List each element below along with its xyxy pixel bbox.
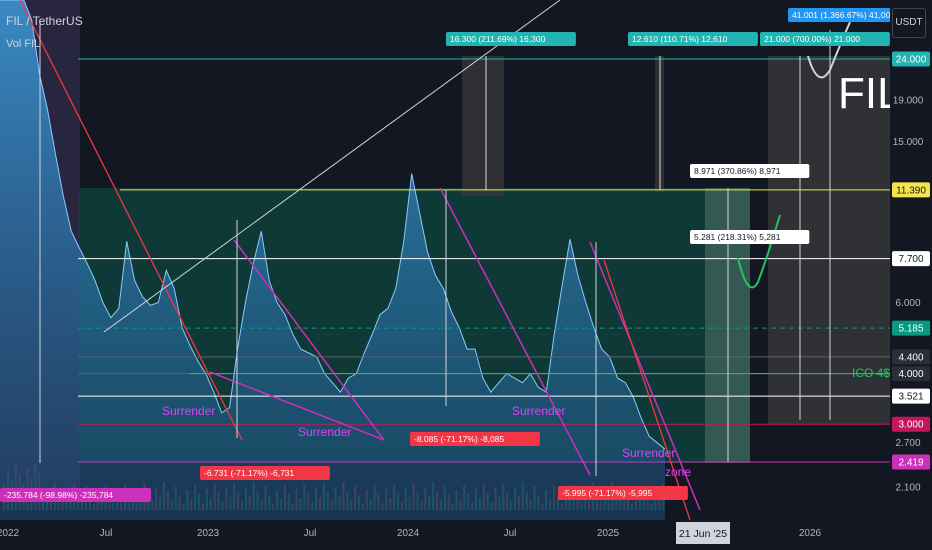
uptrend-ray <box>103 0 561 333</box>
measure-label: 21.000 (700.00%) 21.000 <box>764 34 860 44</box>
measure-label-bg <box>410 432 540 446</box>
time-tick-label: Jul <box>100 528 113 539</box>
price-tag-label: 2.419 <box>898 458 923 469</box>
price-tick-label: 2.700 <box>895 438 920 449</box>
price-tag <box>892 251 930 267</box>
measure-label-bg <box>690 230 810 244</box>
downtrend-line <box>603 259 691 521</box>
measure-label: 41.001 (1,366.67%) 41,001 <box>792 10 895 20</box>
time-tick-label: Jul <box>504 528 517 539</box>
wedge-line <box>439 187 591 476</box>
time-axis-bg <box>0 520 932 550</box>
measure-label: -5.995 (-71.17%) -5,995 <box>562 488 653 498</box>
price-tick-label: 2.100 <box>895 482 920 493</box>
price-tag <box>892 349 930 365</box>
zone-label: zone <box>665 465 691 479</box>
measure-label-bg <box>690 164 810 178</box>
price-tag-label: 3.521 <box>898 392 923 403</box>
price-tag-label: 4.400 <box>898 352 923 363</box>
measure-label-bg <box>200 466 330 480</box>
target-zone-2024 <box>462 56 504 196</box>
price-area-fill <box>0 0 665 520</box>
surrender-label: ICO 4$ <box>852 366 890 380</box>
price-tag <box>892 454 930 470</box>
price-tag <box>892 51 930 67</box>
time-tick-label: 2024 <box>397 528 420 539</box>
surrender-label: Surrender <box>298 425 351 439</box>
measure-label-bg <box>0 488 152 502</box>
price-axis: 24.000 19.000 15.000 11.390 7.700 6.000 5.185 4… <box>890 0 932 520</box>
measure-label-bg <box>558 486 688 500</box>
price-tag-label: 11.390 <box>896 185 926 196</box>
time-axis: 2022Jul2023Jul2024Jul2025Jul202621 Jun '… <box>0 520 932 550</box>
price-tick-label: 6.000 <box>895 298 920 309</box>
measure-label-bg <box>628 32 758 46</box>
price-line <box>0 0 666 450</box>
price-tag-label: 3.000 <box>898 420 923 431</box>
time-tick-label: 2023 <box>197 528 220 539</box>
symbol-title[interactable]: FIL / TetherUS <box>6 14 83 28</box>
surrender-label: Surrender <box>512 404 565 418</box>
measure-label-bg <box>760 32 890 46</box>
wedge-line <box>233 239 385 441</box>
drawing-lines <box>19 0 890 521</box>
surrender-label: Surrender <box>622 446 675 460</box>
time-tick-label: 2026 <box>799 528 822 539</box>
time-tick-label: 2022 <box>0 528 20 539</box>
price-tick-label: 15.000 <box>893 137 924 148</box>
measure-label: -8.085 (-71.17%) -8,085 <box>414 434 505 444</box>
time-tick-label: Jul <box>304 528 317 539</box>
wedge-line <box>589 241 701 511</box>
time-tick-label: 2025 <box>597 528 620 539</box>
price-tag <box>892 320 930 336</box>
measure-label: 16.300 (211.69%) 16,300 <box>450 34 546 44</box>
price-tag <box>892 182 930 198</box>
price-tag-label: 7.700 <box>898 254 923 265</box>
measure-label: 5.281 (218.31%) 5,281 <box>694 232 781 242</box>
measure-label-bg <box>446 32 576 46</box>
price-tag-label: 4.000 <box>898 369 923 380</box>
price-tag <box>892 416 930 432</box>
price-tag-label: 24.000 <box>896 55 927 66</box>
volume-indicator-label[interactable]: Vol FIL <box>6 38 41 50</box>
measure-label: -235.784 (-98.98%) -235,784 <box>4 490 113 500</box>
price-tag-label: 5.185 <box>898 324 923 335</box>
measure-label: -6.731 (-71.17%) -6,731 <box>204 468 295 478</box>
price-tick-label: 19.000 <box>893 96 924 107</box>
wedge-line <box>209 371 385 441</box>
current-date-label: 21 Jun '25 <box>679 528 727 540</box>
measure-label: 8.971 (370.86%) 8,971 <box>694 166 781 176</box>
currency-button[interactable]: USDT <box>892 8 926 38</box>
downtrend-line <box>19 0 243 441</box>
price-tag <box>892 366 930 382</box>
price-tag <box>892 388 930 404</box>
surrender-label: Surrender <box>162 404 215 418</box>
price-area <box>0 0 666 520</box>
measure-label: 12.610 (110.71%) 12,610 <box>632 34 728 44</box>
current-date-tag <box>676 522 730 544</box>
